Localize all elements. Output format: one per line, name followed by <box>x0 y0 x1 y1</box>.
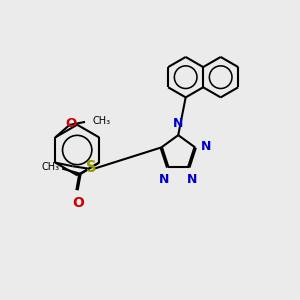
Text: O: O <box>72 196 84 210</box>
Text: N: N <box>187 173 197 186</box>
Text: N: N <box>159 173 169 186</box>
Text: N: N <box>172 117 183 130</box>
Text: CH₃: CH₃ <box>93 116 111 126</box>
Text: O: O <box>66 117 77 130</box>
Text: N: N <box>200 140 211 153</box>
Text: S: S <box>86 160 97 175</box>
Text: CH₃: CH₃ <box>42 162 60 172</box>
